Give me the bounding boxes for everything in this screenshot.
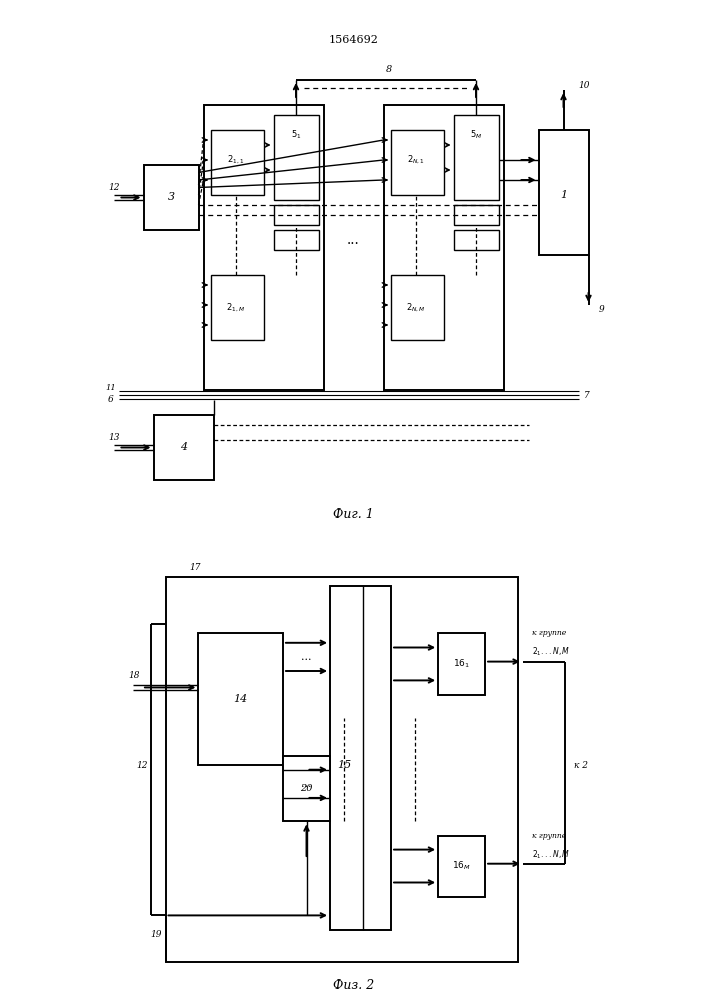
Text: 3: 3 [168, 192, 175, 202]
Text: 12: 12 [108, 183, 120, 192]
Text: $2_{1,M}$: $2_{1,M}$ [226, 301, 245, 314]
Text: Физ. 2: Физ. 2 [333, 979, 374, 992]
Bar [391, 130, 443, 195]
Text: 6: 6 [108, 395, 114, 404]
Text: 9: 9 [599, 306, 604, 314]
Text: ...: ... [301, 652, 312, 662]
Text: 1: 1 [560, 190, 567, 200]
Text: 1564692: 1564692 [329, 35, 378, 45]
Text: 17: 17 [189, 563, 201, 572]
Bar [330, 586, 391, 930]
Text: 15: 15 [337, 760, 351, 770]
Text: 4: 4 [180, 442, 187, 452]
Text: $2_{1,1}$: $2_{1,1}$ [228, 154, 245, 166]
Text: 13: 13 [108, 433, 120, 442]
Text: 11: 11 [105, 383, 117, 391]
Text: 18: 18 [128, 671, 139, 680]
Text: Фиг. 1: Фиг. 1 [333, 508, 374, 522]
Text: к группе: к группе [532, 832, 566, 840]
Bar [274, 115, 318, 200]
Text: ...: ... [301, 779, 312, 789]
Bar [539, 130, 588, 255]
Text: $16_1$: $16_1$ [453, 658, 470, 670]
Bar [283, 756, 330, 821]
Text: 14: 14 [233, 694, 248, 704]
Text: $2_1...N,M$: $2_1...N,M$ [532, 848, 571, 861]
Text: к группе: к группе [532, 629, 566, 637]
Text: 10: 10 [578, 81, 590, 90]
Bar [453, 115, 498, 200]
Text: 7: 7 [583, 390, 589, 399]
Bar [274, 230, 318, 250]
Text: $2_1...N,M$: $2_1...N,M$ [532, 646, 571, 658]
Bar [199, 633, 283, 765]
Text: $16_M$: $16_M$ [452, 860, 471, 872]
Bar [165, 577, 518, 962]
Bar [391, 275, 443, 340]
Text: $5_1$: $5_1$ [291, 129, 301, 141]
Text: 20: 20 [300, 784, 312, 793]
Bar [453, 230, 498, 250]
Text: $5_M$: $5_M$ [470, 129, 482, 141]
Text: $2_{N,1}$: $2_{N,1}$ [407, 154, 425, 166]
Bar [438, 836, 485, 897]
Bar [274, 205, 318, 225]
Text: ...: ... [347, 233, 360, 247]
Text: 8: 8 [385, 66, 392, 75]
Bar [453, 205, 498, 225]
Bar [144, 165, 199, 230]
Bar [211, 130, 264, 195]
Bar [204, 105, 324, 390]
Bar [383, 105, 503, 390]
Text: 19: 19 [151, 930, 162, 939]
Bar [153, 415, 214, 480]
Text: к 2: к 2 [574, 760, 588, 770]
Text: $2_{N,M}$: $2_{N,M}$ [406, 301, 426, 314]
Bar [211, 275, 264, 340]
Text: 12: 12 [136, 760, 148, 770]
Bar [438, 633, 485, 694]
